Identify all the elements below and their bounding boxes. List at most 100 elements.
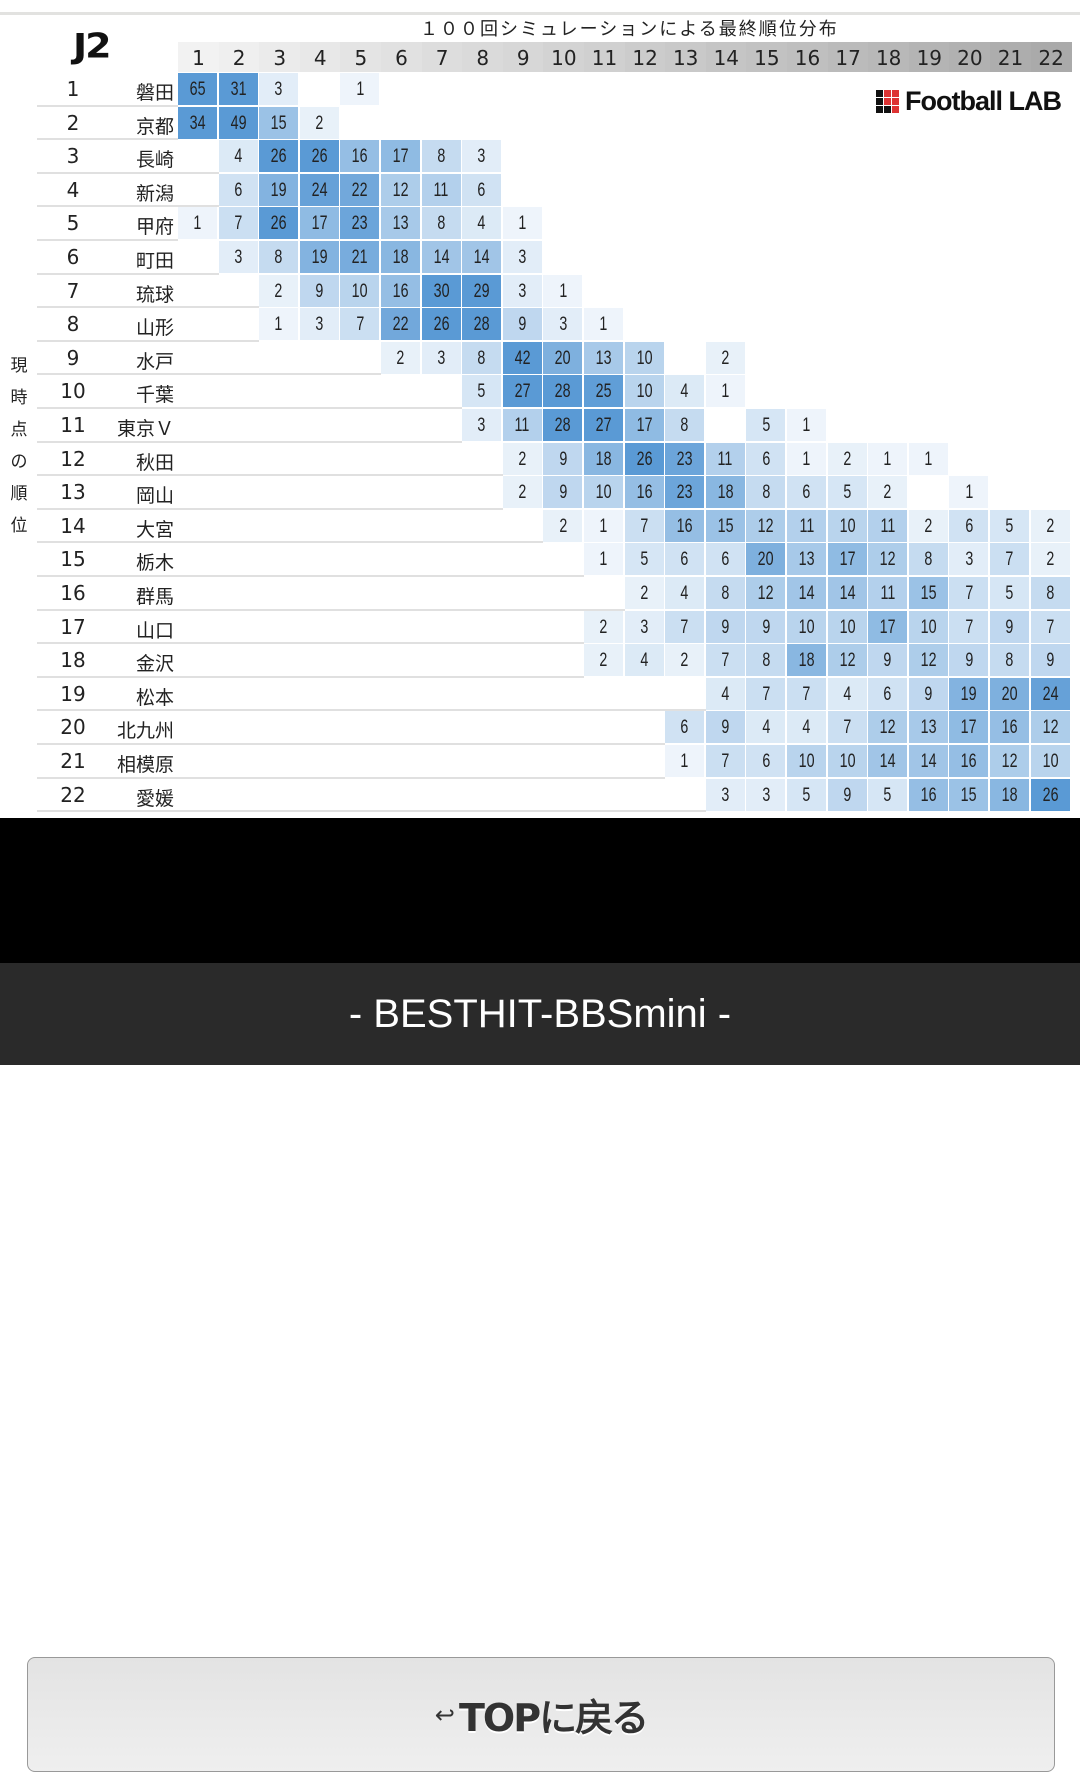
- heatmap-cell: 17: [299, 207, 339, 240]
- cell-value: 1: [274, 314, 283, 336]
- row-team: 甲府: [135, 216, 174, 239]
- cell-value: 1: [721, 381, 730, 403]
- heatmap-cell: 21: [340, 241, 380, 273]
- heatmap-cell: 7: [705, 644, 745, 677]
- cell-value: 23: [676, 448, 693, 470]
- row-rank: 22: [60, 782, 86, 807]
- row-team: 琉球: [135, 283, 174, 306]
- cell-value: 10: [798, 616, 815, 638]
- heatmap-cell: 5: [624, 543, 664, 576]
- cell-value: 17: [879, 616, 896, 638]
- cell-value: 30: [433, 280, 450, 302]
- heatmap-cell: 8: [705, 577, 745, 609]
- cell-value: 2: [843, 448, 852, 470]
- cell-value: 6: [802, 482, 811, 504]
- cell-value: 4: [802, 717, 811, 739]
- heatmap-cell: 10: [624, 375, 664, 408]
- heatmap-cell: 18: [381, 241, 420, 273]
- heatmap-cell: 1: [908, 442, 948, 475]
- heatmap-chart: １００回シミュレーションによる最終順位分布 J2 Football LAB 現時…: [0, 0, 1080, 818]
- cell-value: 7: [964, 616, 973, 638]
- row-team: 東京Ｖ: [116, 418, 174, 440]
- heatmap-cell: 3: [259, 73, 299, 105]
- heatmap-cell: 9: [990, 610, 1029, 643]
- row-team: 長崎: [135, 149, 174, 172]
- column-header: 7: [421, 42, 463, 72]
- cell-value: 14: [920, 751, 937, 772]
- heatmap-cell: 10: [787, 745, 826, 777]
- heatmap-cell: 3: [462, 140, 502, 173]
- column-header: 22: [1030, 42, 1072, 72]
- heatmap-cell: 7: [1030, 610, 1070, 643]
- heatmap-cell: 2: [584, 610, 623, 643]
- row-team: 千葉: [135, 384, 174, 407]
- cell-value: 7: [721, 751, 730, 772]
- cell-value: 3: [274, 79, 283, 100]
- heatmap-cell: 1: [949, 476, 989, 509]
- cell-value: 5: [802, 784, 811, 806]
- heatmap-cell: 8: [421, 207, 461, 240]
- heatmap-cell: 28: [462, 308, 502, 341]
- row-divider: [37, 407, 463, 409]
- cell-value: 19: [960, 683, 977, 705]
- cell-value: 15: [960, 784, 977, 806]
- cell-value: 2: [315, 112, 324, 134]
- heatmap-cell: 26: [1030, 778, 1070, 811]
- back-to-top-label: TOPに戻る: [459, 1696, 649, 1740]
- cell-value: 2: [599, 616, 608, 638]
- heatmap-cell: 13: [908, 711, 948, 744]
- cell-value: 18: [595, 448, 612, 470]
- cell-value: 26: [636, 448, 653, 470]
- cell-value: 8: [761, 650, 770, 672]
- cell-value: 1: [518, 213, 527, 235]
- heatmap-cell: 4: [665, 375, 705, 408]
- cell-value: 3: [518, 247, 527, 268]
- cell-value: 10: [839, 751, 856, 772]
- heatmap-cell: 4: [746, 711, 786, 744]
- cell-value: 8: [1046, 583, 1055, 604]
- heatmap-cell: 6: [665, 711, 705, 744]
- cell-value: 16: [636, 482, 653, 504]
- heatmap-cell: 14: [787, 577, 826, 609]
- heatmap-cell: 1: [543, 274, 583, 307]
- heatmap-cell: 6: [462, 173, 502, 206]
- row-divider: [37, 239, 178, 241]
- column-header: 19: [908, 42, 950, 72]
- row-divider: [37, 171, 219, 174]
- heatmap-cell: 12: [908, 644, 948, 677]
- heatmap-cell: 3: [218, 241, 258, 273]
- heatmap-cell: 16: [340, 140, 380, 173]
- heatmap-cell: 15: [705, 509, 745, 542]
- row-divider: [37, 642, 584, 645]
- cell-value: 11: [717, 448, 733, 470]
- column-header: 11: [584, 42, 625, 72]
- heatmap-cell: 3: [421, 341, 461, 374]
- heatmap-cell: 14: [462, 241, 502, 273]
- heatmap-cell: 6: [746, 745, 786, 777]
- cell-value: 17: [311, 213, 328, 235]
- cell-value: 8: [274, 247, 283, 268]
- heatmap-cell: 13: [787, 543, 826, 576]
- column-header: 2: [218, 42, 260, 72]
- cell-value: 8: [437, 213, 446, 235]
- cell-value: 10: [636, 381, 653, 403]
- return-arrow-icon: ↩: [434, 1700, 456, 1729]
- heatmap-cell: 7: [624, 509, 664, 542]
- cell-value: 2: [1046, 549, 1055, 571]
- cell-value: 28: [554, 381, 571, 403]
- back-to-top-button[interactable]: ↩ TOPに戻る: [27, 1657, 1055, 1772]
- heatmap-cell: 23: [665, 476, 705, 509]
- cell-value: 1: [599, 549, 608, 571]
- row-rank: 11: [60, 413, 86, 437]
- heatmap-cell: 17: [827, 543, 867, 576]
- heatmap-cell: 3: [949, 543, 989, 576]
- cell-value: 9: [843, 784, 852, 806]
- cell-value: 12: [879, 549, 896, 571]
- column-header: 13: [665, 42, 707, 72]
- footer: - BESTHIT-BBSmini -: [0, 963, 1080, 1065]
- heatmap-cell: 26: [299, 140, 339, 173]
- cell-value: 6: [883, 683, 892, 705]
- column-header: 1: [178, 42, 219, 72]
- heatmap-cell: 34: [178, 106, 217, 139]
- heatmap-cell: 5: [868, 778, 908, 811]
